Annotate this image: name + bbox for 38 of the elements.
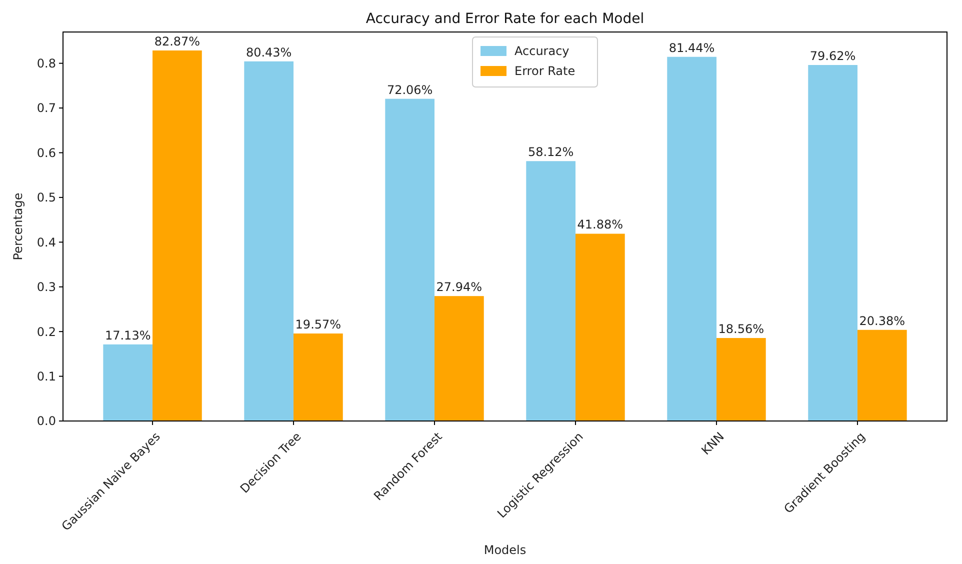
bar xyxy=(294,333,343,421)
bar xyxy=(716,338,766,421)
y-tick-label: 0.8 xyxy=(36,56,56,70)
y-tick-label: 0.4 xyxy=(36,235,56,250)
bar xyxy=(152,50,202,421)
x-axis-title: Models xyxy=(484,543,526,557)
data-label: 58.12% xyxy=(528,145,574,160)
y-tick-label: 0.0 xyxy=(36,414,56,428)
data-label: 19.57% xyxy=(295,317,342,332)
data-label: 27.94% xyxy=(436,280,482,294)
chart-title: Accuracy and Error Rate for each Model xyxy=(366,11,644,27)
bar xyxy=(808,65,858,421)
data-label: 79.62% xyxy=(810,49,856,63)
bar xyxy=(575,234,625,421)
bar xyxy=(385,98,435,421)
data-label: 41.88% xyxy=(577,218,624,232)
data-label: 81.44% xyxy=(668,40,715,55)
legend-label: Error Rate xyxy=(514,64,576,78)
data-label: 82.87% xyxy=(154,34,200,48)
bar xyxy=(103,344,153,421)
bar xyxy=(526,161,576,421)
data-label: 72.06% xyxy=(386,82,433,97)
data-label: 18.56% xyxy=(718,322,764,336)
bar xyxy=(244,61,294,421)
bar xyxy=(857,330,907,421)
bar xyxy=(667,56,716,421)
data-label: 17.13% xyxy=(104,328,151,342)
y-tick-label: 0.7 xyxy=(36,101,56,116)
y-tick-label: 0.3 xyxy=(36,280,56,294)
y-tick-label: 0.2 xyxy=(36,324,56,339)
bar xyxy=(434,296,484,421)
y-axis-title: Percentage xyxy=(11,192,25,260)
y-tick-label: 0.1 xyxy=(36,369,56,384)
data-label: 20.38% xyxy=(859,314,906,328)
data-label: 80.43% xyxy=(246,45,292,60)
y-tick-label: 0.5 xyxy=(36,190,56,205)
y-tick-label: 0.6 xyxy=(36,146,56,160)
legend-label: Accuracy xyxy=(514,44,570,58)
